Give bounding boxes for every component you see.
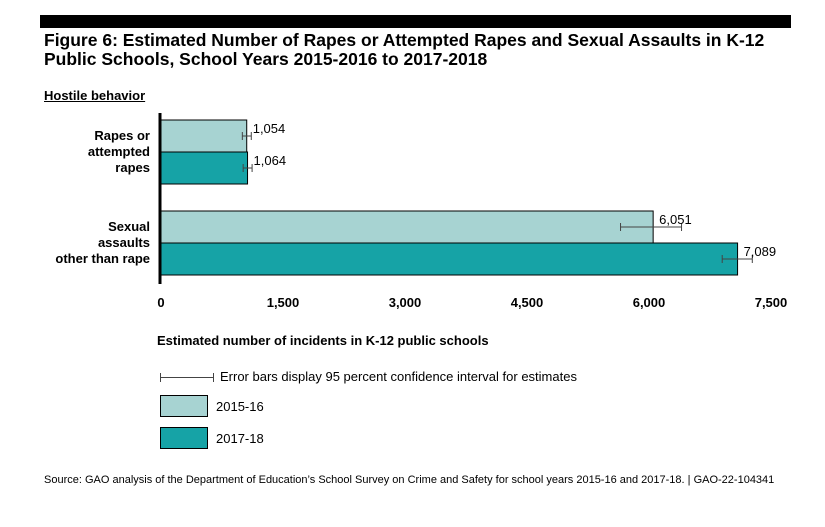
category-label: Rapes or: [94, 128, 150, 143]
data-label: 1,064: [254, 153, 287, 168]
category-label: attempted: [88, 144, 150, 159]
data-label: 1,054: [253, 121, 286, 136]
bar-2015-16-cat1: [160, 210, 654, 244]
x-tick-label: 0: [157, 295, 164, 310]
legend-entry-2017-18: 2017-18: [160, 427, 264, 449]
bar-2017-18-cat1: [160, 242, 739, 276]
x-tick-label: 1,500: [267, 295, 300, 310]
legend-entry-2015-16: 2015-16: [160, 395, 264, 417]
errorbar-sample-icon: [160, 372, 214, 382]
legend-errorbar-text: Error bars display 95 percent confidence…: [220, 369, 577, 384]
category-label: rapes: [115, 160, 150, 175]
x-tick-label: 7,500: [755, 295, 788, 310]
legend-swatch-2017-18: [160, 427, 208, 449]
legend-label-2017-18: 2017-18: [216, 430, 264, 446]
data-label: 7,089: [744, 244, 777, 259]
x-tick-label: 4,500: [511, 295, 544, 310]
bar-2017-18-cat0: [160, 151, 249, 185]
x-axis-label: Estimated number of incidents in K-12 pu…: [157, 333, 489, 348]
legend-errorbar-entry: Error bars display 95 percent confidence…: [160, 369, 577, 384]
header-rule: [40, 15, 791, 28]
x-tick-label: 3,000: [389, 295, 422, 310]
x-tick-label: 6,000: [633, 295, 666, 310]
source-note: Source: GAO analysis of the Department o…: [44, 474, 775, 486]
bar-chart: 1,054 6,051 1,064 7,089 Rapes orattemptedrap…: [55, 113, 788, 310]
legend-label-2015-16: 2015-16: [216, 398, 264, 414]
category-label: other than rape: [55, 251, 150, 266]
legend-swatch-2015-16: [160, 395, 208, 417]
category-label: Sexual: [108, 219, 150, 234]
data-label: 6,051: [659, 212, 692, 227]
figure-title: Figure 6: Estimated Number of Rapes or A…: [44, 30, 765, 69]
category-label: assaults: [98, 235, 150, 250]
bar-2015-16-cat0: [160, 119, 248, 153]
axis-group-heading: Hostile behavior: [44, 88, 146, 103]
